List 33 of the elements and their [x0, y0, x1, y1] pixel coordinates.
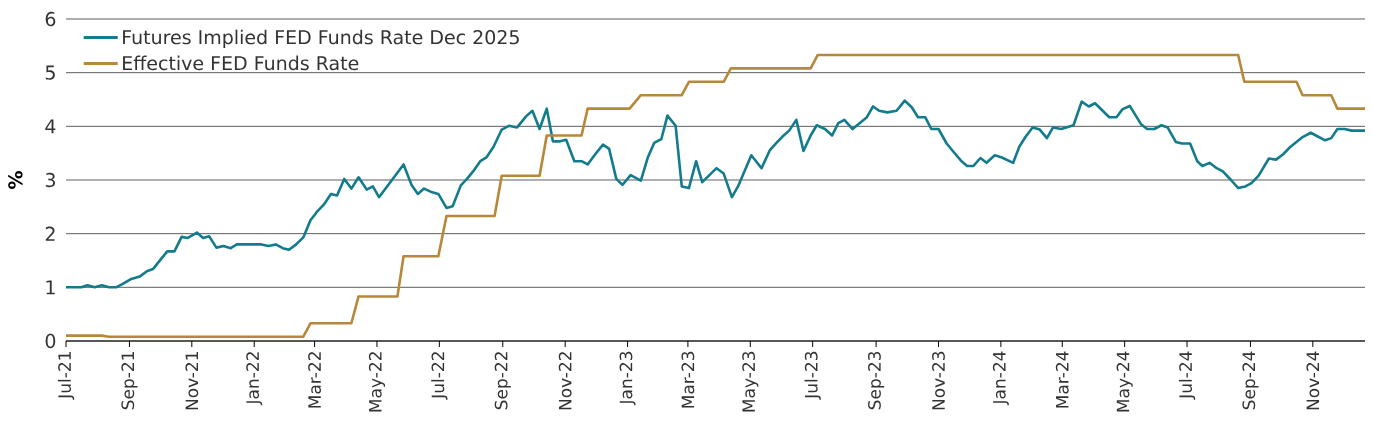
x-tick-label: Jan-24	[992, 351, 1009, 406]
x-tick-label: Sep-22	[494, 352, 511, 410]
x-tick-label: Mar-24	[1055, 351, 1069, 408]
y-tick-label: 0	[45, 333, 56, 349]
legend-label: Effective FED Funds Rate	[123, 55, 359, 71]
y-tick-label: 4	[45, 119, 56, 134]
x-tick-label: May-22	[368, 352, 386, 412]
x-tick-label: Jul-22	[431, 352, 448, 400]
x-tick-label: Sep-24	[1242, 351, 1259, 410]
x-tick-label: Jul-23	[804, 351, 821, 400]
x-tick-label: May-23	[742, 351, 759, 412]
line-series	[64, 53, 1367, 338]
x-tick-label: Sep-23	[868, 351, 885, 410]
y-tick-label: 3	[45, 172, 55, 188]
legend-label: Futures Implied FED Funds Rate Dec 2025	[123, 29, 519, 49]
y-tick-label: 1	[46, 280, 55, 295]
y-tick-label: 6	[45, 11, 56, 27]
x-tick-label: May-24	[1116, 351, 1133, 412]
x-tick-label: Jul-21	[57, 352, 75, 400]
x-tick-label: Jul-24	[1178, 351, 1196, 400]
y-tick-label: 5	[45, 65, 55, 80]
x-tick-label: Nov-22	[558, 352, 572, 410]
y-tick-label: 2	[45, 226, 55, 241]
x-tick-label: Mar-22	[308, 352, 321, 408]
line-series	[64, 99, 1367, 289]
x-tick-label: Jan-23	[619, 351, 636, 406]
x-tick-label: Sep-21	[121, 352, 138, 410]
y-axis-title: %	[8, 171, 23, 189]
x-tick-label: Nov-21	[185, 352, 199, 410]
x-tick-label: Mar-23	[681, 351, 695, 408]
x-tick-label: Nov-23	[932, 351, 945, 410]
x-tick-label: Nov-24	[1306, 351, 1320, 410]
x-tick-label: Jan-22	[246, 352, 263, 406]
